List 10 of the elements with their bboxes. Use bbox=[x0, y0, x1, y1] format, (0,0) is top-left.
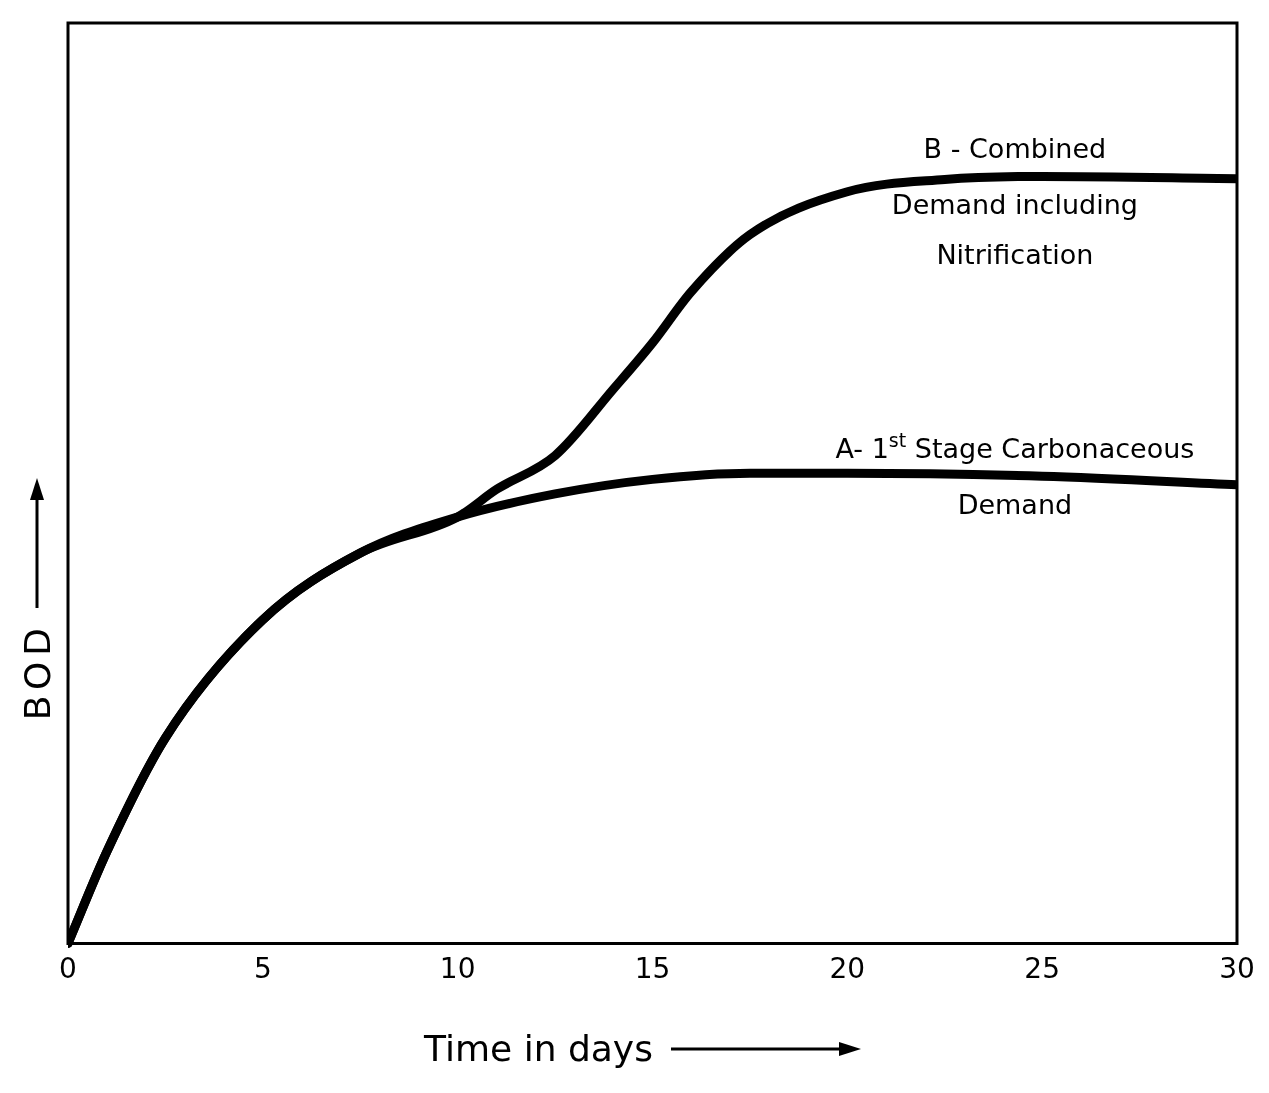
x-tick-label: 15 bbox=[634, 952, 671, 986]
x-tick-label: 20 bbox=[829, 952, 866, 986]
x-tick-label: 10 bbox=[439, 952, 476, 986]
series-label: B - Combined Demand including Nitrification bbox=[891, 133, 1138, 271]
y-axis-title: BOD bbox=[16, 622, 58, 721]
x-tick-label: 25 bbox=[1024, 952, 1060, 986]
x-tick-label: 5 bbox=[253, 952, 272, 986]
x-tick-label: 30 bbox=[1219, 952, 1255, 986]
x-tick-label: 0 bbox=[59, 952, 77, 986]
x-axis-title: Time in days bbox=[424, 1028, 653, 1069]
